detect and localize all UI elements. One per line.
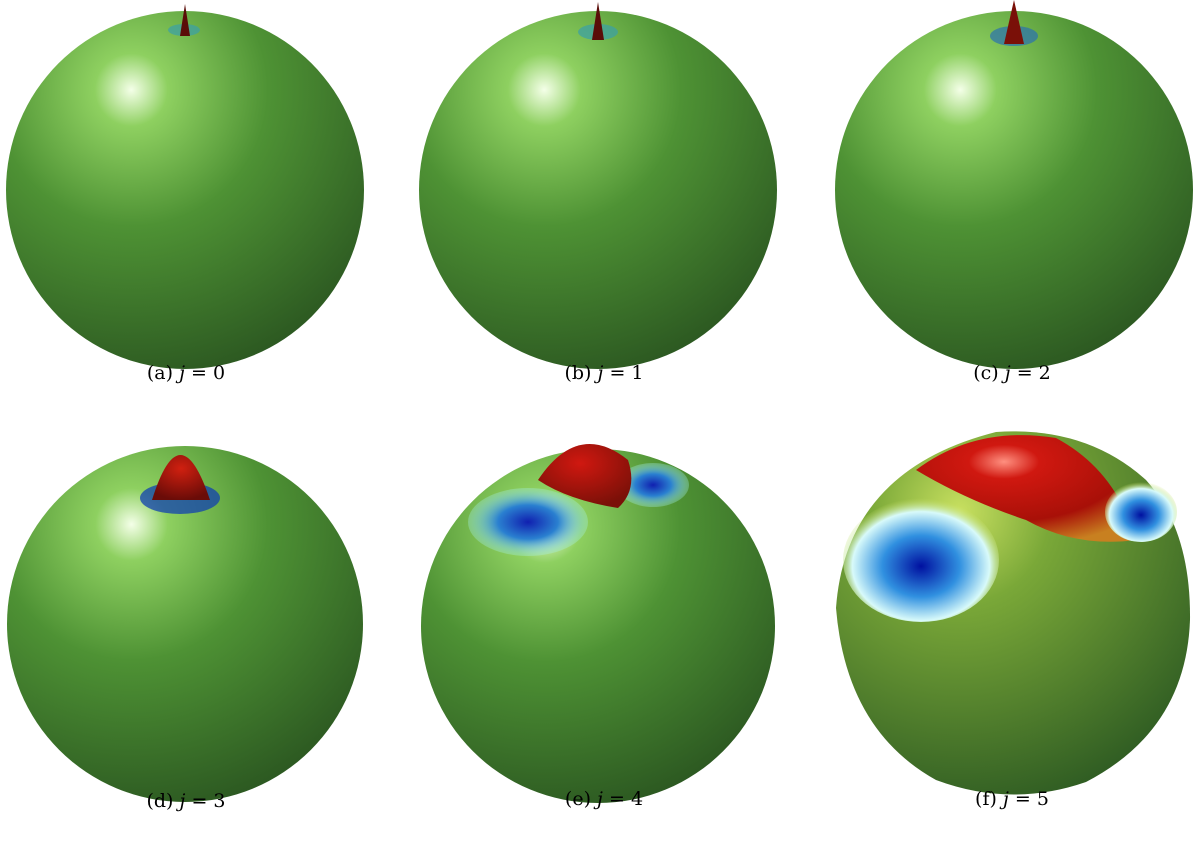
panel-b: (b) j = 1 — [418, 0, 790, 410]
peak — [538, 444, 632, 508]
sphere-surface — [6, 11, 364, 369]
peak — [180, 4, 190, 36]
sphere-plot-j2 — [835, 0, 1193, 369]
caption-e: (e) j = 4 — [564, 788, 644, 810]
trough-right — [1105, 482, 1177, 542]
caption-a: (a) j = 0 — [146, 362, 226, 384]
sphere-surface — [7, 446, 363, 802]
peak — [1004, 0, 1024, 44]
peak — [592, 2, 604, 40]
panel-c: (c) j = 2 — [826, 0, 1198, 410]
sphere-plot-j1 — [419, 2, 777, 369]
caption-c: (c) j = 2 — [973, 362, 1051, 384]
trough-left — [843, 498, 999, 622]
panel-a: (a) j = 0 — [0, 0, 372, 410]
sphere-plot-j4 — [421, 444, 775, 803]
trough-right — [617, 463, 689, 507]
sphere-plot-j3 — [7, 446, 363, 802]
caption-d: (d) j = 3 — [146, 790, 226, 812]
panel-e: (e) j = 4 — [418, 430, 790, 840]
caption-b: (b) j = 1 — [564, 362, 644, 384]
sphere-plot-j0 — [6, 4, 364, 369]
sphere-surface — [835, 11, 1193, 369]
peak — [916, 435, 1136, 542]
sphere-plot-j5 — [836, 431, 1191, 795]
trough-left — [468, 488, 588, 556]
panel-f: (f) j = 5 — [826, 430, 1198, 840]
panel-d: (d) j = 3 — [0, 430, 372, 840]
caption-f: (f) j = 5 — [975, 788, 1049, 810]
sphere-surface — [419, 11, 777, 369]
peak — [152, 455, 210, 500]
